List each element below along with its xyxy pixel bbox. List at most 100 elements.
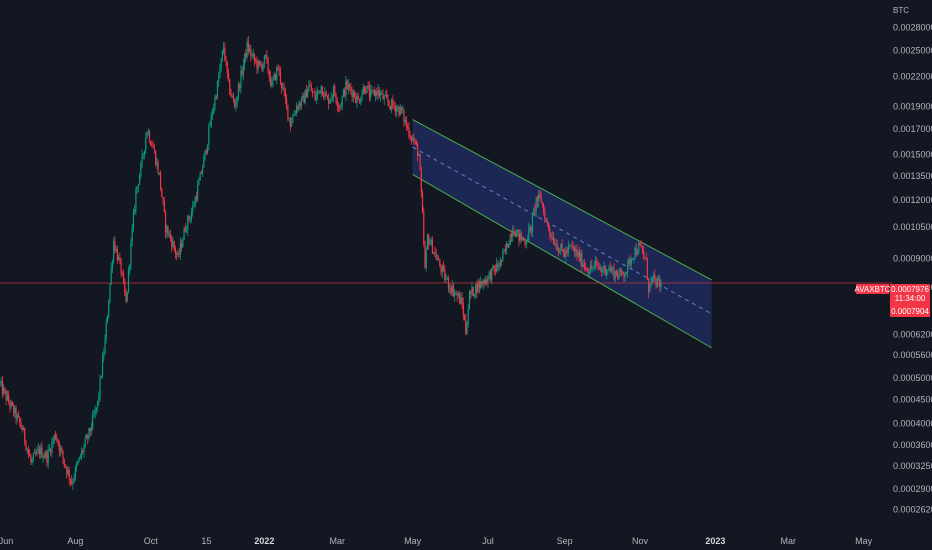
candle-body bbox=[156, 162, 158, 166]
candle-body bbox=[308, 84, 310, 92]
candle-body bbox=[255, 60, 257, 62]
candle-body bbox=[510, 234, 513, 237]
candle-body bbox=[561, 244, 563, 250]
candle-body bbox=[455, 293, 457, 294]
candle-body bbox=[407, 126, 409, 128]
candle-body bbox=[247, 41, 249, 52]
candle-body bbox=[381, 92, 383, 94]
regression-channel[interactable] bbox=[412, 119, 712, 349]
candle-body bbox=[36, 450, 38, 455]
candle-body bbox=[160, 172, 162, 189]
candle-body bbox=[193, 205, 195, 207]
candle-body bbox=[391, 99, 393, 110]
candle-body bbox=[398, 106, 400, 116]
candle-body bbox=[492, 265, 494, 269]
y-tick-label: 0.0003250 bbox=[893, 461, 932, 471]
candle-body bbox=[140, 163, 142, 176]
candle-body bbox=[12, 405, 15, 414]
candle-body bbox=[345, 80, 347, 96]
candle-body bbox=[178, 252, 180, 255]
candle-body bbox=[468, 291, 471, 310]
candle-body bbox=[269, 76, 272, 86]
candle-body bbox=[546, 220, 548, 223]
candle-body bbox=[486, 279, 488, 283]
candle-body bbox=[360, 99, 362, 103]
candle-body bbox=[549, 228, 551, 234]
candle-body bbox=[625, 272, 627, 275]
candle-body bbox=[353, 91, 356, 98]
candle-body bbox=[618, 273, 620, 278]
candle-body bbox=[38, 448, 41, 455]
candle-body bbox=[476, 284, 478, 293]
candle-body bbox=[337, 105, 340, 107]
candle-body bbox=[320, 86, 322, 94]
candle-body bbox=[550, 233, 552, 238]
y-tick-label: 0.0003600 bbox=[893, 440, 932, 450]
candle-body bbox=[0, 381, 2, 383]
candle-body bbox=[214, 96, 216, 108]
candle-body bbox=[103, 353, 105, 358]
candle-body bbox=[187, 216, 189, 231]
candle-body bbox=[314, 92, 316, 100]
candle-body bbox=[42, 456, 44, 458]
candle-body bbox=[181, 242, 183, 248]
candle-body bbox=[297, 106, 299, 110]
candle-body bbox=[530, 225, 532, 232]
candle-body bbox=[622, 271, 624, 274]
candle-body bbox=[213, 107, 215, 114]
candle-body bbox=[166, 226, 168, 233]
candle-body bbox=[292, 116, 294, 123]
candle-body bbox=[581, 253, 583, 268]
x-tick-label: Mar bbox=[780, 536, 796, 546]
candle-body bbox=[283, 87, 285, 91]
candle-body bbox=[512, 230, 514, 237]
candle-body bbox=[45, 451, 47, 457]
candle-body bbox=[619, 269, 621, 274]
candle-body bbox=[100, 376, 102, 378]
candle-body bbox=[142, 154, 144, 155]
candle-body bbox=[305, 89, 307, 98]
candle-body bbox=[402, 110, 404, 112]
candle-body bbox=[498, 266, 500, 268]
candle-body bbox=[22, 428, 25, 431]
candle-body bbox=[326, 95, 328, 99]
candle-body bbox=[657, 278, 660, 279]
candle-body bbox=[72, 481, 74, 484]
candle-body bbox=[328, 98, 330, 104]
candle-body bbox=[315, 94, 317, 100]
candle-body bbox=[523, 238, 525, 241]
time-axis[interactable]: Jun Aug Oct 15 2022 Mar May Jul Sep Nov 2023 Mar May bbox=[0, 536, 873, 546]
candle-body bbox=[571, 245, 573, 247]
candle-body bbox=[62, 450, 64, 459]
candle-body bbox=[263, 55, 265, 64]
candle-body bbox=[151, 145, 153, 147]
candle-body bbox=[177, 252, 179, 256]
candle-body bbox=[43, 456, 46, 458]
candle-body bbox=[198, 180, 200, 185]
candle-body bbox=[53, 434, 55, 441]
candle-body bbox=[136, 186, 138, 190]
candle-body bbox=[204, 150, 206, 157]
candle-body bbox=[11, 402, 13, 406]
candle-body bbox=[30, 456, 32, 463]
candle-body bbox=[118, 257, 120, 261]
candle-body bbox=[556, 244, 558, 251]
price-axis[interactable]: BTC 0.0028000 0.0025000 0.0022000 0.0019000… bbox=[893, 6, 932, 515]
candle-body bbox=[557, 250, 560, 253]
candle-body bbox=[284, 90, 286, 99]
candle-body bbox=[14, 407, 16, 414]
candle-body bbox=[388, 102, 390, 106]
candle-body bbox=[378, 89, 380, 96]
candle-body bbox=[225, 59, 227, 62]
candle-body bbox=[74, 467, 76, 478]
candle-body bbox=[286, 98, 288, 105]
candle-body bbox=[242, 64, 244, 75]
candle-body bbox=[451, 285, 453, 294]
candle-body bbox=[57, 440, 59, 444]
candle-body bbox=[335, 95, 337, 102]
candle-body bbox=[472, 286, 474, 296]
y-tick-label: 0.0005000 bbox=[893, 373, 932, 383]
candle-body bbox=[412, 138, 414, 141]
candle-body bbox=[524, 240, 526, 245]
